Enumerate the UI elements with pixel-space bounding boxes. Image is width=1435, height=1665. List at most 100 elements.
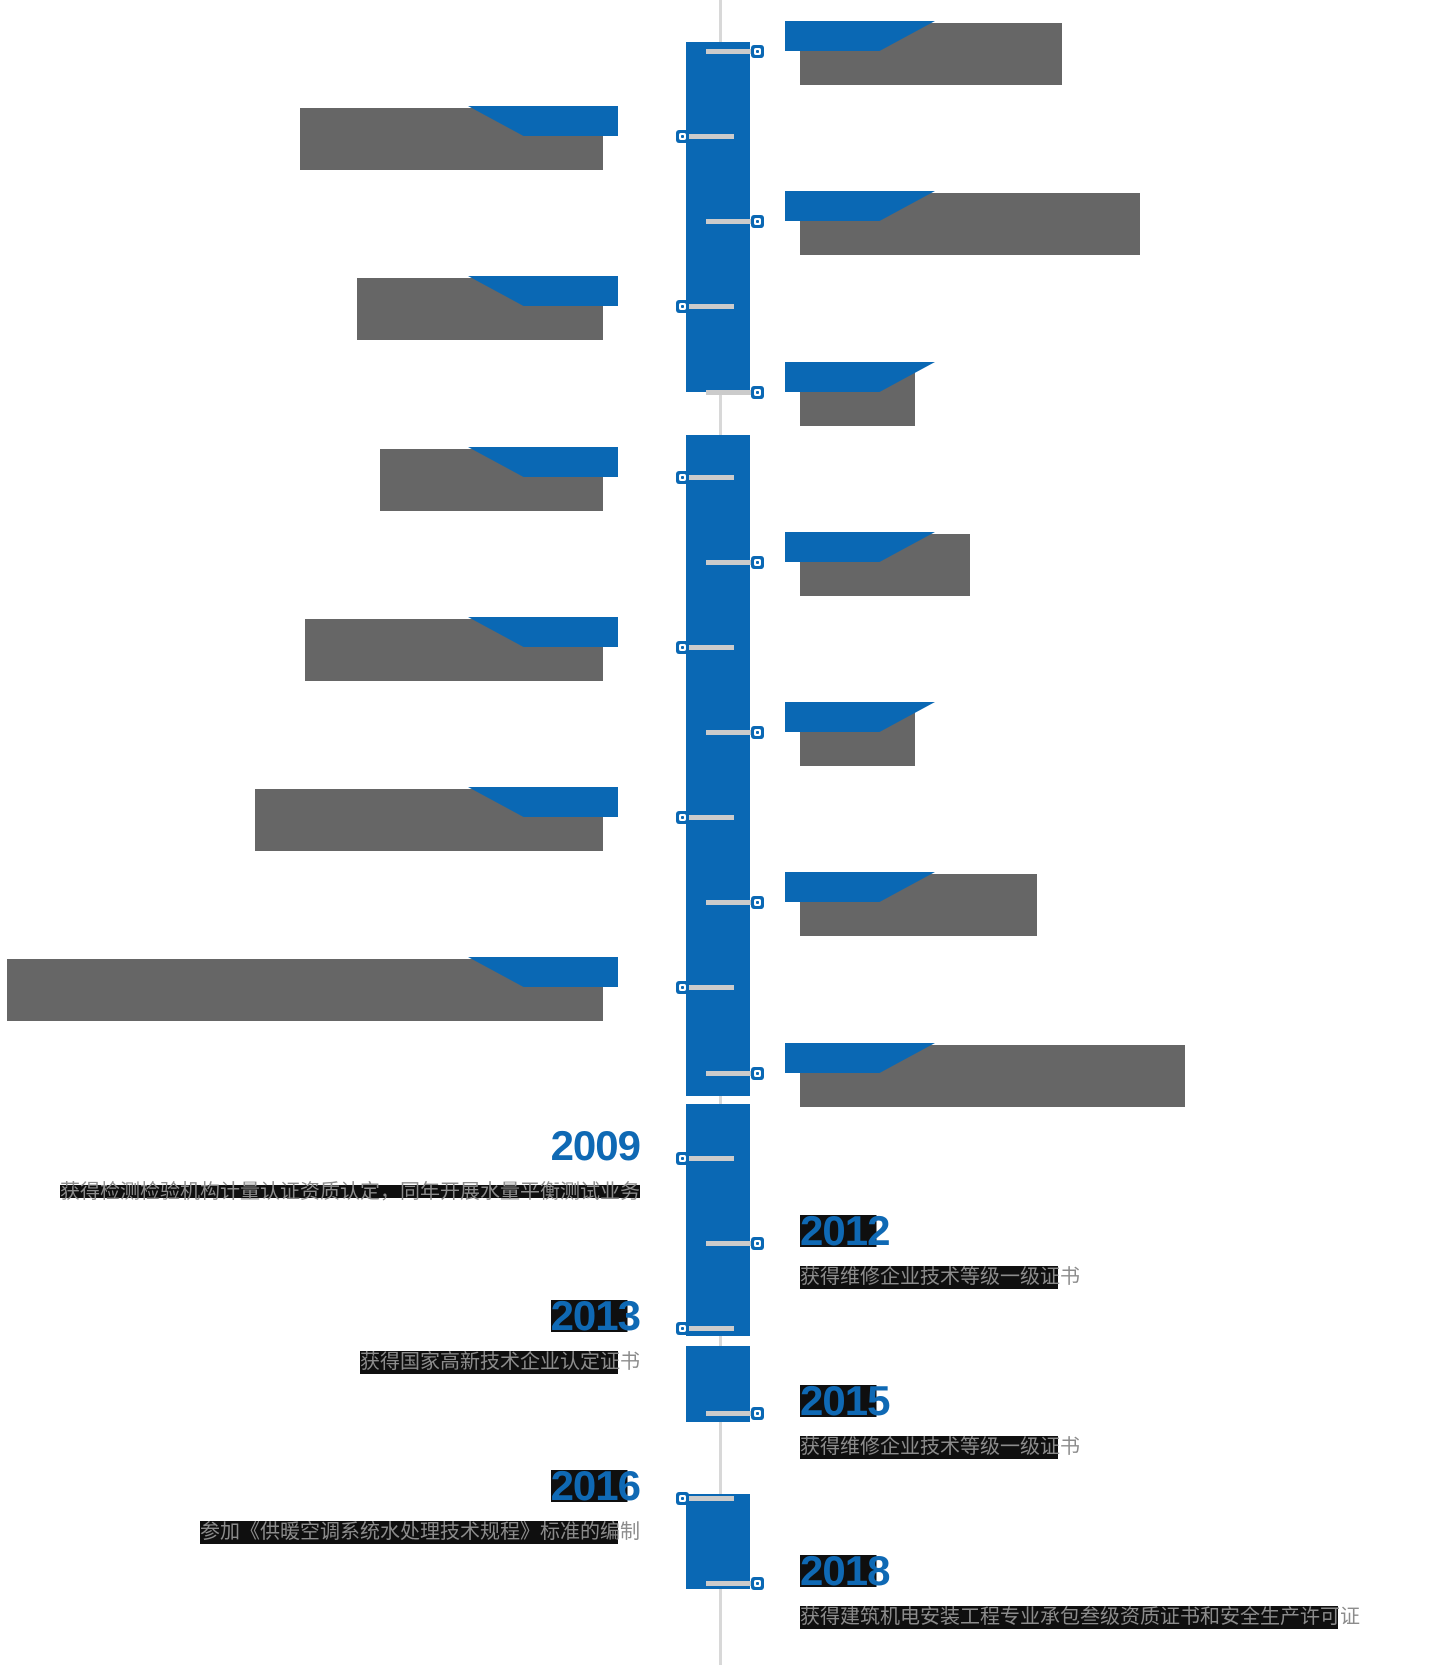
timeline-marker-core	[681, 305, 684, 308]
timeline-entry: 2012 获得维修企业技术等级一级证书	[800, 1207, 1080, 1289]
timeline-marker-icon	[676, 981, 689, 994]
timeline-marker-icon	[751, 215, 764, 228]
timeline-tick	[688, 134, 734, 139]
timeline-marker-icon	[751, 556, 764, 569]
timeline-tick	[706, 1581, 752, 1586]
timeline-marker-core	[756, 1072, 759, 1075]
timeline-marker-icon	[676, 641, 689, 654]
timeline-marker-icon	[676, 1322, 689, 1335]
entry-year: 2018	[800, 1547, 890, 1594]
timeline-marker-icon	[676, 1152, 689, 1165]
timeline-marker-icon	[751, 1577, 764, 1590]
timeline-marker-ring	[754, 218, 761, 225]
entry-description: 获得国家高新技术企业认定证书	[360, 1351, 640, 1374]
timeline-marker-core	[756, 1242, 759, 1245]
timeline-marker-ring	[754, 729, 761, 736]
timeline-tick	[688, 304, 734, 309]
timeline-entry: 2013 获得国家高新技术企业认定证书	[360, 1292, 641, 1374]
timeline-marker-ring	[754, 1410, 761, 1417]
timeline-marker-ring	[754, 1240, 761, 1247]
timeline-marker-core	[756, 220, 759, 223]
timeline-marker-ring	[754, 1070, 761, 1077]
timeline-selection-bar	[686, 1346, 750, 1422]
timeline-marker-icon	[676, 130, 689, 143]
timeline-entry: 2016 参加《供暖空调系统水处理技术规程》标准的编制	[200, 1462, 641, 1544]
timeline-marker-ring	[679, 984, 686, 991]
timeline-tick	[706, 49, 752, 54]
timeline-tick	[688, 1496, 734, 1501]
timeline-tick	[706, 390, 752, 395]
timeline-marker-ring	[679, 474, 686, 481]
entry-description: 获得建筑机电安装工程专业承包叁级资质证书和安全生产许可证	[800, 1606, 1360, 1629]
timeline-tick	[688, 985, 734, 990]
timeline-marker-ring	[754, 1580, 761, 1587]
entry-description: 获得维修企业技术等级一级证书	[800, 1266, 1080, 1289]
timeline-marker-icon	[751, 896, 764, 909]
entry-description: 获得维修企业技术等级一级证书	[800, 1436, 1080, 1459]
timeline-selection-bar	[686, 42, 750, 392]
timeline-tick	[688, 1326, 734, 1331]
timeline-tick	[688, 475, 734, 480]
timeline-entry: 2015 获得维修企业技术等级一级证书	[800, 1377, 1080, 1459]
timeline-marker-core	[756, 391, 759, 394]
timeline-tick	[706, 560, 752, 565]
timeline-marker-core	[681, 646, 684, 649]
timeline-marker-core	[756, 561, 759, 564]
timeline-marker-ring	[679, 1325, 686, 1332]
entry-year: 2015	[800, 1377, 890, 1424]
timeline-marker-ring	[679, 133, 686, 140]
timeline-marker-icon	[751, 1067, 764, 1080]
timeline-marker-icon	[751, 1407, 764, 1420]
timeline-tick	[706, 219, 752, 224]
timeline-marker-core	[681, 816, 684, 819]
timeline-tick	[706, 1241, 752, 1246]
timeline-tick	[706, 1071, 752, 1076]
timeline-entry: 2018 获得建筑机电安装工程专业承包叁级资质证书和安全生产许可证	[800, 1547, 1360, 1629]
timeline-marker-core	[681, 1327, 684, 1330]
timeline-marker-core	[681, 476, 684, 479]
timeline-marker-icon	[751, 386, 764, 399]
timeline-marker-core	[756, 50, 759, 53]
timeline-marker-ring	[679, 303, 686, 310]
timeline-marker-ring	[754, 48, 761, 55]
entry-year: 2009	[550, 1122, 641, 1169]
entry-year: 2013	[550, 1292, 641, 1339]
timeline-marker-core	[756, 731, 759, 734]
timeline-selection-bar	[686, 435, 750, 1096]
timeline-marker-core	[681, 135, 684, 138]
timeline-marker-core	[681, 1497, 684, 1500]
timeline-marker-core	[756, 901, 759, 904]
timeline-marker-icon	[751, 726, 764, 739]
timeline-marker-ring	[754, 899, 761, 906]
timeline-marker-icon	[676, 811, 689, 824]
entry-year: 2012	[800, 1207, 890, 1254]
timeline-marker-icon	[676, 300, 689, 313]
timeline-marker-icon	[676, 471, 689, 484]
timeline-marker-ring	[679, 1155, 686, 1162]
timeline-tick	[706, 730, 752, 735]
timeline-marker-icon	[751, 1237, 764, 1250]
timeline-marker-core	[756, 1412, 759, 1415]
timeline-marker-icon	[676, 1492, 689, 1505]
timeline-tick	[706, 1411, 752, 1416]
timeline-marker-ring	[754, 559, 761, 566]
timeline-marker-core	[681, 986, 684, 989]
timeline-selection-bar	[686, 1494, 750, 1589]
timeline-tick	[688, 1156, 734, 1161]
timeline-tick	[688, 645, 734, 650]
timeline-marker-core	[756, 1582, 759, 1585]
entry-year: 2016	[550, 1462, 641, 1509]
timeline-marker-ring	[679, 814, 686, 821]
timeline-marker-ring	[679, 1495, 686, 1502]
timeline-marker-ring	[754, 389, 761, 396]
timeline-marker-ring	[679, 644, 686, 651]
entry-description: 参加《供暖空调系统水处理技术规程》标准的编制	[200, 1521, 640, 1544]
timeline-tick	[706, 900, 752, 905]
timeline-marker-icon	[751, 45, 764, 58]
timeline-entry: 2009 获得检测检验机构计量认证资质认定，同年开展水量平衡测试业务	[60, 1122, 641, 1204]
timeline-selection-bar	[686, 1104, 750, 1336]
entry-description: 获得检测检验机构计量认证资质认定，同年开展水量平衡测试业务	[60, 1181, 640, 1204]
timeline-tick	[688, 815, 734, 820]
timeline-marker-core	[681, 1157, 684, 1160]
